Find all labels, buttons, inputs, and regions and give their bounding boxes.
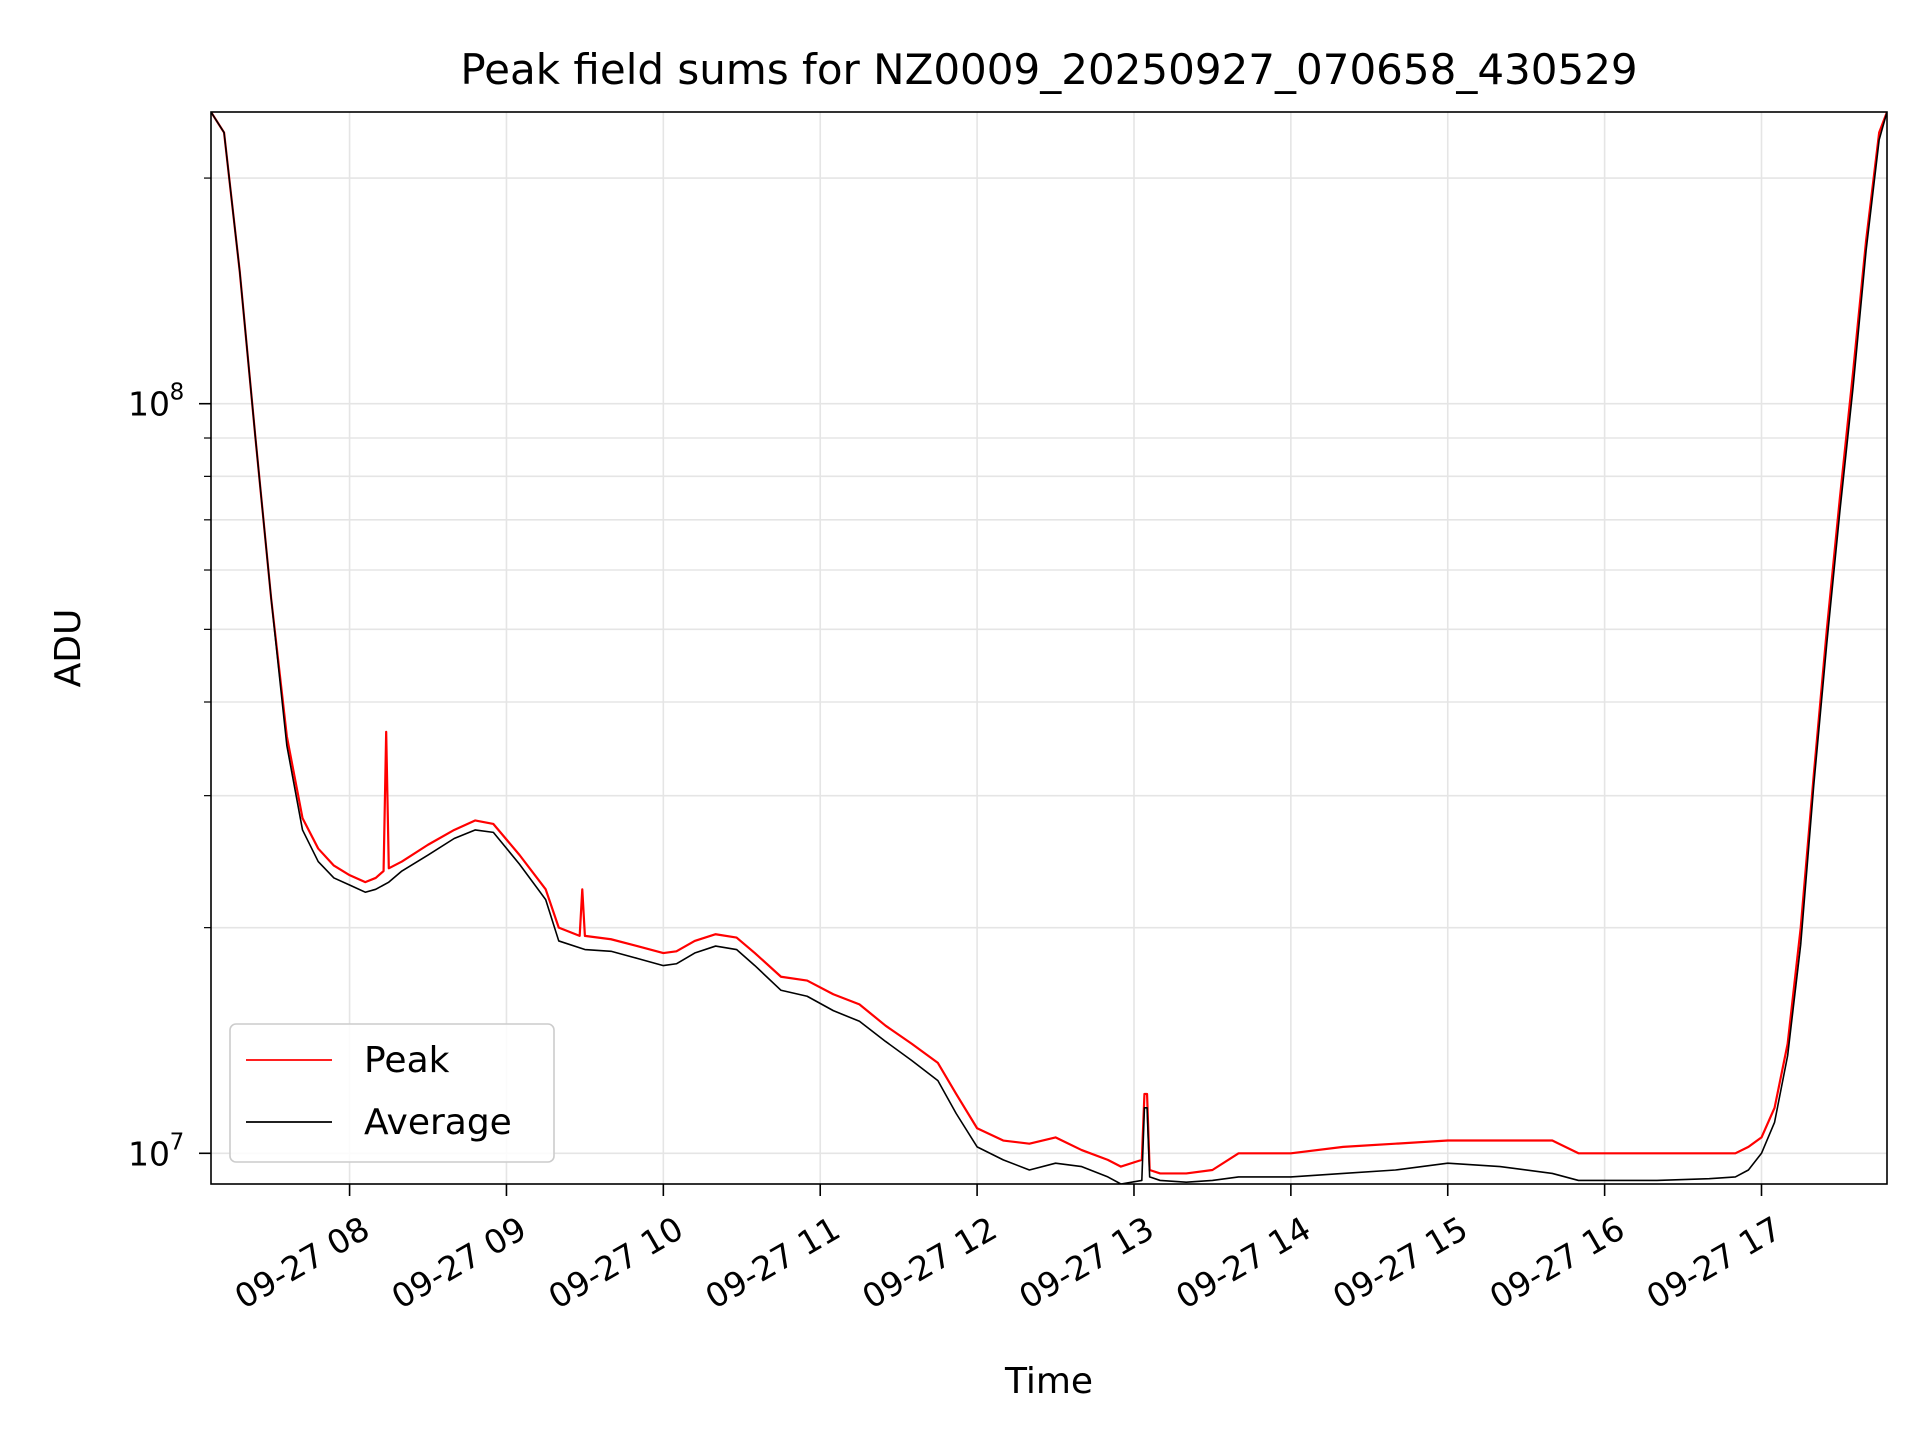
legend: Peak Average bbox=[229, 1023, 555, 1163]
series-line-average bbox=[211, 112, 1887, 1184]
legend-label-peak: Peak bbox=[364, 1040, 450, 1081]
y-tick-label-base: 10 bbox=[128, 385, 170, 424]
plot-frame bbox=[210, 111, 1888, 1185]
y-axis-label: ADU bbox=[48, 609, 89, 688]
series-layer bbox=[211, 112, 1887, 1184]
series-line-peak bbox=[211, 112, 1887, 1175]
chart-title: Peak field sums for NZ0009_20250927_0706… bbox=[460, 45, 1637, 94]
x-axis-label: Time bbox=[1004, 1361, 1093, 1402]
y-tick-label-base: 10 bbox=[128, 1134, 170, 1173]
legend-label-average: Average bbox=[364, 1102, 512, 1143]
y-tick-label-exponent: 7 bbox=[170, 1129, 185, 1155]
y-tick-label-exponent: 8 bbox=[170, 380, 185, 406]
legend-box bbox=[229, 1023, 555, 1163]
